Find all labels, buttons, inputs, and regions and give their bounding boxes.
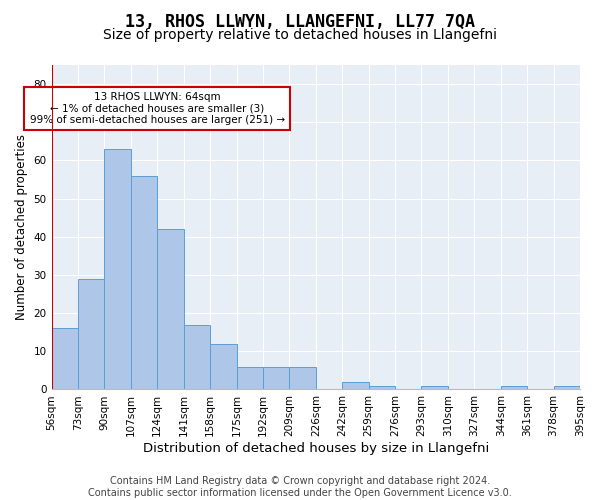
Bar — [236, 366, 263, 390]
Bar — [501, 386, 527, 390]
Text: 13 RHOS LLWYN: 64sqm
← 1% of detached houses are smaller (3)
99% of semi-detache: 13 RHOS LLWYN: 64sqm ← 1% of detached ho… — [29, 92, 285, 125]
Text: 13, RHOS LLWYN, LLANGEFNI, LL77 7QA: 13, RHOS LLWYN, LLANGEFNI, LL77 7QA — [125, 12, 475, 30]
Bar — [184, 324, 210, 390]
Bar — [78, 279, 104, 390]
Bar — [368, 386, 395, 390]
Bar — [554, 386, 580, 390]
Bar — [210, 344, 236, 390]
Bar — [52, 328, 78, 390]
Text: Contains HM Land Registry data © Crown copyright and database right 2024.
Contai: Contains HM Land Registry data © Crown c… — [88, 476, 512, 498]
Y-axis label: Number of detached properties: Number of detached properties — [15, 134, 28, 320]
Bar — [421, 386, 448, 390]
Bar — [289, 366, 316, 390]
Bar — [263, 366, 289, 390]
X-axis label: Distribution of detached houses by size in Llangefni: Distribution of detached houses by size … — [143, 442, 489, 455]
Bar — [157, 229, 184, 390]
Bar — [104, 149, 131, 390]
Bar — [342, 382, 368, 390]
Bar — [131, 176, 157, 390]
Text: Size of property relative to detached houses in Llangefni: Size of property relative to detached ho… — [103, 28, 497, 42]
